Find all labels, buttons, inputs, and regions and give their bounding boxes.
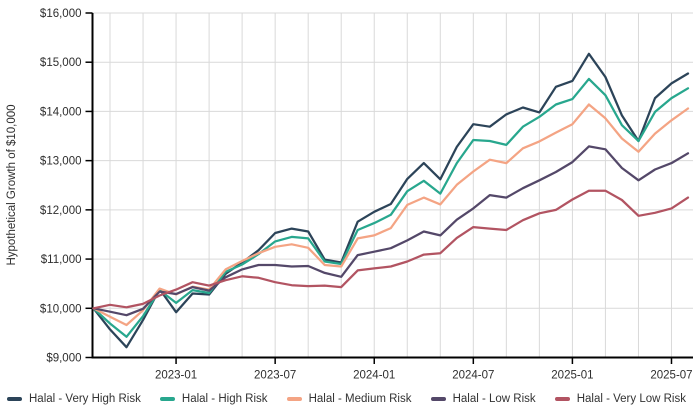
x-tick-label: 2024-07	[452, 370, 494, 382]
data-series-lines	[92, 52, 690, 349]
y-tick-label: $12,000	[40, 205, 82, 217]
y-tick-label: $9,000	[46, 353, 81, 365]
y-axis-title: Hypothetical Growth of $10,000	[6, 104, 18, 265]
x-tick-label: 2025-01	[551, 370, 593, 382]
legend-label: Halal - Low Risk	[452, 393, 536, 405]
x-axis-tick-labels: 2023-01 2023-07 2024-01 2024-07 2025-01 2025-…	[155, 370, 693, 382]
series-line-halal-very-low-risk	[92, 189, 690, 310]
legend-item-halal-medium-risk[interactable]: Halal - Medium Risk	[286, 393, 412, 405]
y-axis-tick-labels: $9,000 $10,000 $11,000 $12,000 $13,000 $14,00…	[40, 8, 82, 365]
x-tick-label: 2023-01	[155, 370, 197, 382]
vertical-gridlines	[109, 13, 672, 358]
legend-marker-icon	[159, 397, 175, 401]
y-tick-label: $16,000	[40, 8, 82, 20]
y-tick-label: $10,000	[40, 303, 82, 315]
axes	[91, 13, 693, 359]
x-axis-ticks	[175, 357, 673, 364]
legend-item-halal-high-risk[interactable]: Halal - High Risk	[159, 393, 268, 405]
legend-item-halal-low-risk[interactable]: Halal - Low Risk	[430, 393, 536, 405]
legend-label: Halal - Very Low Risk	[576, 393, 686, 405]
legend-marker-icon	[430, 397, 446, 401]
legend-marker-icon	[286, 397, 302, 401]
y-tick-label: $13,000	[40, 156, 82, 168]
x-tick-label: 2025-07	[650, 370, 692, 382]
y-tick-label: $15,000	[40, 57, 82, 69]
y-tick-label: $14,000	[40, 106, 82, 118]
y-axis-ticks	[85, 12, 93, 359]
legend-label: Halal - Very High Risk	[29, 393, 141, 405]
legend-label: Halal - High Risk	[181, 393, 268, 405]
series-line-halal-very-high-risk	[92, 52, 690, 349]
series-line-halal-low-risk	[92, 145, 690, 317]
legend-marker-icon	[554, 397, 570, 401]
legend-item-halal-very-low-risk[interactable]: Halal - Very Low Risk	[554, 393, 686, 405]
legend-item-halal-very-high-risk[interactable]: Halal - Very High Risk	[7, 393, 141, 405]
x-tick-label: 2024-01	[353, 370, 395, 382]
legend-marker-icon	[7, 397, 22, 401]
horizontal-gridlines	[92, 12, 693, 309]
x-tick-label: 2023-07	[254, 370, 296, 382]
legend-label: Halal - Medium Risk	[308, 393, 412, 405]
y-tick-label: $11,000	[41, 254, 82, 266]
chart-legend: Halal - Very High Risk Halal - High Risk H…	[0, 389, 700, 409]
series-line-halal-high-risk	[92, 77, 690, 338]
